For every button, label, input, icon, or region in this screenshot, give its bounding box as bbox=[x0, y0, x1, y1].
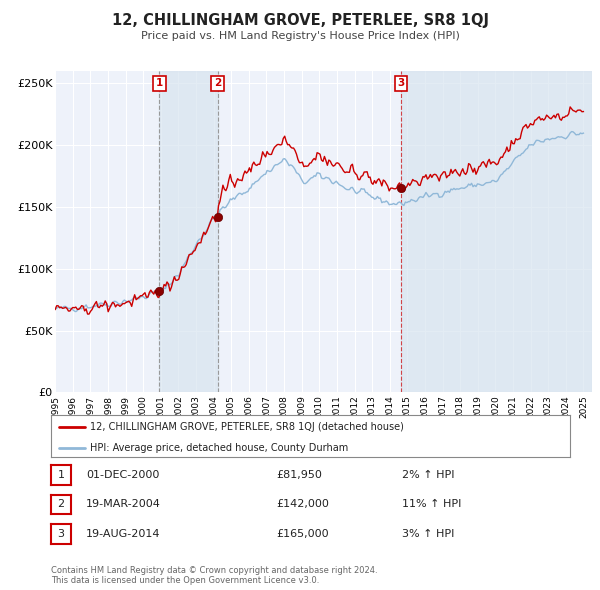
Text: 01-DEC-2000: 01-DEC-2000 bbox=[86, 470, 159, 480]
Text: Price paid vs. HM Land Registry's House Price Index (HPI): Price paid vs. HM Land Registry's House … bbox=[140, 31, 460, 41]
Text: 19-AUG-2014: 19-AUG-2014 bbox=[86, 529, 160, 539]
Text: 12, CHILLINGHAM GROVE, PETERLEE, SR8 1QJ: 12, CHILLINGHAM GROVE, PETERLEE, SR8 1QJ bbox=[112, 13, 488, 28]
Text: 1: 1 bbox=[58, 470, 64, 480]
Text: 12, CHILLINGHAM GROVE, PETERLEE, SR8 1QJ (detached house): 12, CHILLINGHAM GROVE, PETERLEE, SR8 1QJ… bbox=[90, 422, 404, 432]
Text: 2% ↑ HPI: 2% ↑ HPI bbox=[402, 470, 455, 480]
Text: Contains HM Land Registry data © Crown copyright and database right 2024.
This d: Contains HM Land Registry data © Crown c… bbox=[51, 566, 377, 585]
Text: 2: 2 bbox=[214, 78, 221, 88]
Bar bbox=[401, 71, 592, 392]
Text: 1: 1 bbox=[156, 78, 163, 88]
Text: 19-MAR-2004: 19-MAR-2004 bbox=[86, 500, 161, 509]
Bar bbox=[160, 71, 218, 392]
Text: 3: 3 bbox=[58, 529, 64, 539]
Text: 3% ↑ HPI: 3% ↑ HPI bbox=[402, 529, 454, 539]
Text: 3: 3 bbox=[397, 78, 404, 88]
Text: 11% ↑ HPI: 11% ↑ HPI bbox=[402, 500, 461, 509]
Text: HPI: Average price, detached house, County Durham: HPI: Average price, detached house, Coun… bbox=[90, 443, 348, 453]
Text: £142,000: £142,000 bbox=[276, 500, 329, 509]
Text: £81,950: £81,950 bbox=[276, 470, 322, 480]
Text: £165,000: £165,000 bbox=[276, 529, 329, 539]
Text: 2: 2 bbox=[58, 500, 64, 509]
